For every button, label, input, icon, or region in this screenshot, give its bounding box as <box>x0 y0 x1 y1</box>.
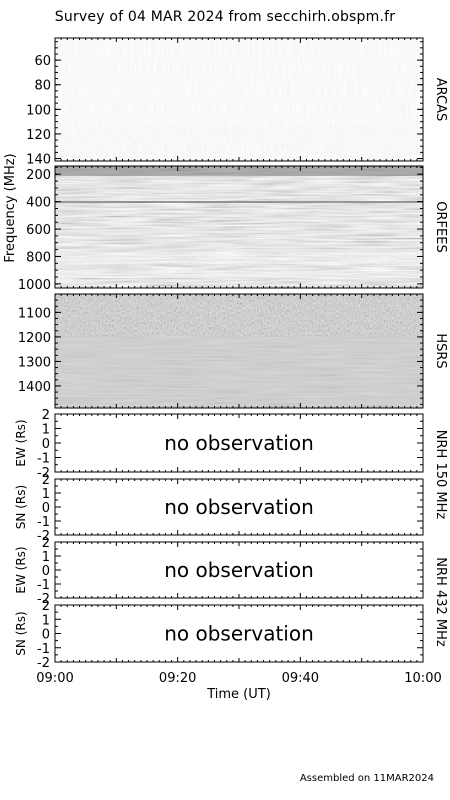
hsrs-noisy-band <box>55 294 423 336</box>
orfees-spectrogram <box>55 166 423 288</box>
no-observation-message: no observation <box>164 622 314 646</box>
arcas-panel <box>55 38 423 161</box>
panel-label-arcas: ARCAS <box>433 78 448 122</box>
y-tick-label: 1 <box>42 613 50 628</box>
y-tick-label: -2 <box>37 656 50 671</box>
position-axis-label: SN (Rs) <box>14 611 28 655</box>
y-tick-label: -1 <box>37 515 50 530</box>
y-tick-label: -1 <box>37 452 50 467</box>
y-tick-label: -2 <box>37 529 50 544</box>
y-tick-label: 1 <box>42 487 50 502</box>
y-tick-label: 1100 <box>18 306 51 321</box>
x-tick-label: 09:20 <box>159 671 196 686</box>
position-axis-label: SN (Rs) <box>14 485 28 529</box>
x-tick-label: 09:00 <box>36 671 73 686</box>
position-axis-label: EW (Rs) <box>14 419 28 466</box>
orfees-dark-band-800 <box>55 252 423 264</box>
y-tick-label: 800 <box>26 250 51 265</box>
axes-layer: 6080100120140ARCAS2004006008001000ORFEES… <box>3 37 448 702</box>
y-tick-label: -2 <box>37 466 50 481</box>
y-tick-label: 2 <box>42 408 50 423</box>
y-tick-label: 0 <box>42 628 50 643</box>
arcas-interference-band <box>55 125 423 161</box>
y-tick-label: 120 <box>26 128 51 143</box>
hsrs-lower-band <box>55 336 423 408</box>
position-axis-label: EW (Rs) <box>14 546 28 593</box>
nrh-label: NRH 150 MHz <box>433 430 448 520</box>
no-observation-message: no observation <box>164 558 314 582</box>
y-tick-label: 200 <box>26 168 51 183</box>
y-tick-label: 1400 <box>18 380 51 395</box>
panel-label-orfees: ORFEES <box>433 201 448 252</box>
y-tick-label: 0 <box>42 501 50 516</box>
chart-title: Survey of 04 MAR 2024 from secchirh.obsp… <box>54 9 396 25</box>
y-tick-label: -2 <box>37 592 50 607</box>
x-tick-label: 10:00 <box>404 671 441 686</box>
hsrs-panel <box>55 294 423 408</box>
y-tick-label: 80 <box>34 79 51 94</box>
y-tick-label: 600 <box>26 223 51 238</box>
x-tick-label: 09:40 <box>282 671 319 686</box>
x-axis-label: Time (UT) <box>206 687 271 702</box>
y-tick-label: 1 <box>42 550 50 565</box>
y-tick-label: 1 <box>42 423 50 438</box>
y-tick-label: -1 <box>37 578 50 593</box>
y-tick-label: 0 <box>42 564 50 579</box>
y-tick-label: 2 <box>42 599 50 614</box>
y-tick-label: 0 <box>42 437 50 452</box>
panel-label-hsrs: HSRS <box>433 333 448 368</box>
y-tick-label: 60 <box>34 54 51 69</box>
footer-assembled: Assembled on 11MAR2024 <box>299 773 434 784</box>
frequency-axis-label: Frequency (MHz) <box>3 153 18 262</box>
y-tick-label: -1 <box>37 642 50 657</box>
orfees-dark-band-950 <box>55 270 423 278</box>
y-tick-label: 140 <box>26 153 51 168</box>
y-tick-label: 400 <box>26 196 51 211</box>
no-observation-message: no observation <box>164 495 314 519</box>
y-tick-label: 100 <box>26 103 51 118</box>
y-tick-label: 2 <box>42 536 50 551</box>
orfees-panel <box>55 166 423 288</box>
y-tick-label: 1200 <box>18 331 51 346</box>
y-tick-label: 1000 <box>18 278 51 293</box>
nrh-label: NRH 432 MHz <box>433 557 448 647</box>
no-observation-message: no observation <box>164 431 314 455</box>
y-tick-label: 2 <box>42 473 50 488</box>
y-tick-label: 1300 <box>18 355 51 370</box>
orfees-top-band <box>55 166 423 176</box>
